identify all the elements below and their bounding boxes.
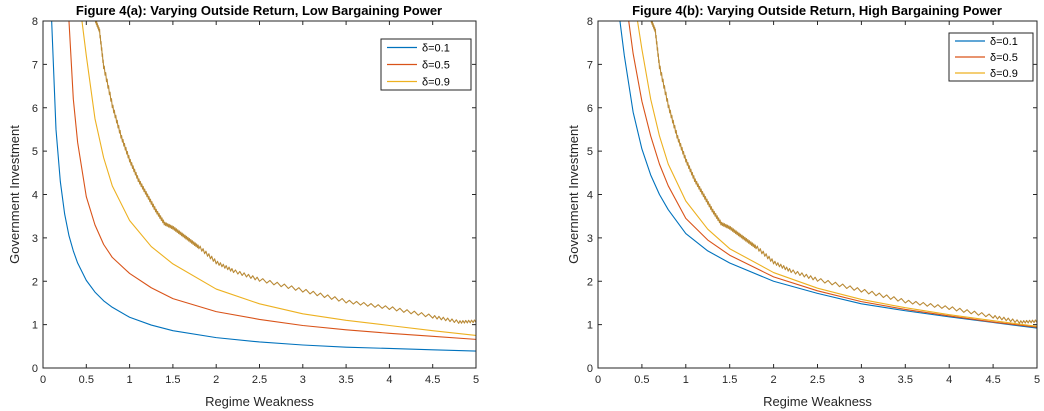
threshold-line <box>94 21 476 324</box>
legend: δ=0.1 δ=0.5 δ=0.9 <box>948 32 1034 82</box>
x-tick-label: 0 <box>40 374 46 386</box>
x-tick-label: 4 <box>946 374 952 386</box>
y-axis-label: Government Investment <box>7 125 22 264</box>
axes-box <box>42 20 477 369</box>
legend-entry: δ=0.9 <box>990 68 1018 80</box>
axes-box <box>597 20 1038 369</box>
series-layer <box>51 21 476 352</box>
series-line-delta-3 <box>81 21 476 337</box>
x-axis-label: Regime Weakness <box>763 394 872 409</box>
y-tick-label: 6 <box>587 103 593 115</box>
chart-panel-1: Figure 4(a): Varying Outside Return, Low… <box>7 3 479 409</box>
x-tick-label: 1.5 <box>722 374 737 386</box>
x-tick-label: 4.5 <box>985 374 1000 386</box>
y-axis-label: Government Investment <box>566 125 581 264</box>
legend: δ=0.1 δ=0.5 δ=0.9 <box>380 38 472 91</box>
x-tick-label: 3.5 <box>338 374 353 386</box>
y-tick-label: 3 <box>32 233 38 245</box>
chart-title: Figure 4(b): Varying Outside Return, Hig… <box>632 3 1002 18</box>
x-tick-label: 0.5 <box>79 374 94 386</box>
x-tick-label: 5 <box>1034 374 1040 386</box>
series-line-delta-1 <box>51 21 476 352</box>
y-tick-label: 4 <box>587 190 593 202</box>
legend-entry: δ=0.5 <box>990 52 1018 64</box>
threshold-line <box>650 21 1037 324</box>
x-tick-label: 0 <box>595 374 601 386</box>
y-tick-label: 0 <box>587 363 593 375</box>
series-layer <box>619 21 1037 329</box>
y-tick-label: 5 <box>587 146 593 158</box>
y-tick-label: 1 <box>32 320 38 332</box>
x-tick-label: 4.5 <box>425 374 440 386</box>
x-tick-label: 1 <box>683 374 689 386</box>
legend-entry: δ=0.9 <box>422 77 450 89</box>
x-tick-label: 2 <box>213 374 219 386</box>
legend-entry: δ=0.1 <box>990 36 1018 48</box>
series-line-delta-2 <box>628 21 1037 328</box>
y-tick-label: 3 <box>587 233 593 245</box>
x-tick-label: 4 <box>386 374 392 386</box>
x-axis-label: Regime Weakness <box>205 394 314 409</box>
x-tick-label: 1.5 <box>165 374 180 386</box>
y-tick-label: 5 <box>32 146 38 158</box>
chart-title: Figure 4(a): Varying Outside Return, Low… <box>76 3 442 18</box>
y-tick-label: 2 <box>587 276 593 288</box>
legend-entry: δ=0.5 <box>422 60 450 72</box>
x-tick-label: 3 <box>858 374 864 386</box>
series-line-delta-3 <box>636 21 1037 327</box>
legend-entry: δ=0.1 <box>422 43 450 55</box>
y-tick-label: 4 <box>32 190 38 202</box>
y-tick-label: 8 <box>587 16 593 28</box>
x-tick-label: 2.5 <box>252 374 267 386</box>
y-tick-label: 7 <box>587 59 593 71</box>
x-tick-label: 2.5 <box>810 374 825 386</box>
x-tick-label: 5 <box>473 374 479 386</box>
series-line-delta-1 <box>619 21 1037 329</box>
y-tick-label: 2 <box>32 276 38 288</box>
y-tick-label: 0 <box>32 363 38 375</box>
y-tick-label: 8 <box>32 16 38 28</box>
y-tick-label: 6 <box>32 103 38 115</box>
x-tick-label: 3.5 <box>898 374 913 386</box>
x-tick-label: 0.5 <box>634 374 649 386</box>
y-tick-label: 1 <box>587 320 593 332</box>
x-tick-label: 2 <box>771 374 777 386</box>
x-tick-label: 3 <box>300 374 306 386</box>
chart-panel-2: Figure 4(b): Varying Outside Return, Hig… <box>566 3 1040 409</box>
series-line-delta-2 <box>68 21 476 340</box>
x-tick-label: 1 <box>127 374 133 386</box>
y-tick-label: 7 <box>32 59 38 71</box>
